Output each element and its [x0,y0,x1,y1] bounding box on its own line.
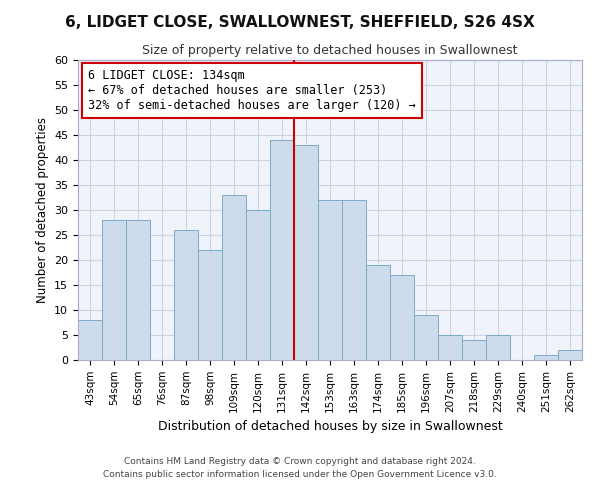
X-axis label: Distribution of detached houses by size in Swallownest: Distribution of detached houses by size … [158,420,502,433]
Bar [222,195,246,360]
Bar [246,210,270,360]
Title: Size of property relative to detached houses in Swallownest: Size of property relative to detached ho… [142,44,518,58]
Y-axis label: Number of detached properties: Number of detached properties [35,117,49,303]
Text: 6 LIDGET CLOSE: 134sqm
← 67% of detached houses are smaller (253)
32% of semi-de: 6 LIDGET CLOSE: 134sqm ← 67% of detached… [88,69,416,112]
Bar [462,340,486,360]
Bar [102,220,126,360]
Bar [318,200,342,360]
Text: Contains public sector information licensed under the Open Government Licence v3: Contains public sector information licen… [103,470,497,479]
Bar [534,355,558,360]
Bar [198,250,222,360]
Bar [390,275,414,360]
Bar [270,140,294,360]
Bar [366,265,390,360]
Bar [438,335,462,360]
Bar [174,230,198,360]
Bar [126,220,150,360]
Bar [486,335,510,360]
Bar [78,320,102,360]
Bar [558,350,582,360]
Text: 6, LIDGET CLOSE, SWALLOWNEST, SHEFFIELD, S26 4SX: 6, LIDGET CLOSE, SWALLOWNEST, SHEFFIELD,… [65,15,535,30]
Text: Contains HM Land Registry data © Crown copyright and database right 2024.: Contains HM Land Registry data © Crown c… [124,458,476,466]
Bar [294,145,318,360]
Bar [414,315,438,360]
Bar [342,200,366,360]
